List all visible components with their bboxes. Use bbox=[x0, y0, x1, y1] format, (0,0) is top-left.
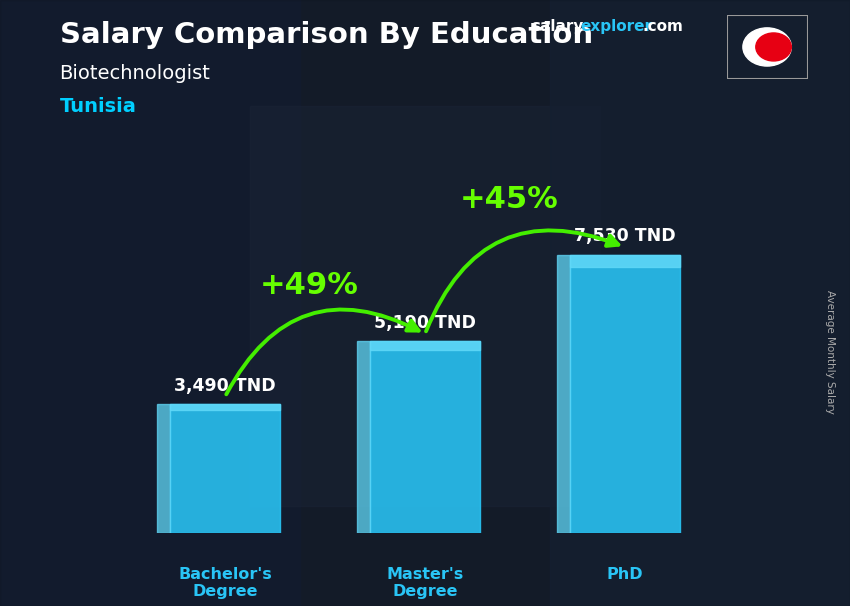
Text: Biotechnologist: Biotechnologist bbox=[60, 64, 210, 82]
Text: +49%: +49% bbox=[259, 271, 359, 300]
Text: ★: ★ bbox=[773, 40, 785, 54]
Bar bbox=[550, 0, 850, 606]
Text: explorer: explorer bbox=[581, 19, 653, 35]
FancyBboxPatch shape bbox=[357, 341, 370, 533]
Text: Bachelor's
Degree: Bachelor's Degree bbox=[178, 567, 272, 599]
Text: .com: .com bbox=[643, 19, 683, 35]
Bar bbox=[250, 106, 600, 506]
Circle shape bbox=[756, 33, 791, 61]
Bar bbox=[370, 341, 480, 350]
Bar bbox=[170, 404, 280, 410]
Text: +45%: +45% bbox=[460, 185, 558, 214]
Text: salary: salary bbox=[531, 19, 584, 35]
Text: Tunisia: Tunisia bbox=[60, 97, 136, 116]
Bar bbox=[570, 255, 680, 533]
Bar bbox=[370, 341, 480, 533]
Text: Salary Comparison By Education: Salary Comparison By Education bbox=[60, 21, 592, 49]
FancyBboxPatch shape bbox=[156, 404, 170, 533]
FancyBboxPatch shape bbox=[557, 255, 570, 533]
Bar bbox=[570, 255, 680, 267]
Text: Average Monthly Salary: Average Monthly Salary bbox=[824, 290, 835, 413]
Bar bbox=[0, 0, 300, 606]
Text: Master's
Degree: Master's Degree bbox=[387, 567, 463, 599]
Circle shape bbox=[743, 28, 791, 66]
Text: 5,190 TND: 5,190 TND bbox=[374, 314, 476, 331]
Text: 7,530 TND: 7,530 TND bbox=[575, 227, 676, 245]
Bar bbox=[170, 404, 280, 533]
Text: 3,490 TND: 3,490 TND bbox=[174, 376, 275, 395]
Text: PhD: PhD bbox=[607, 567, 643, 582]
